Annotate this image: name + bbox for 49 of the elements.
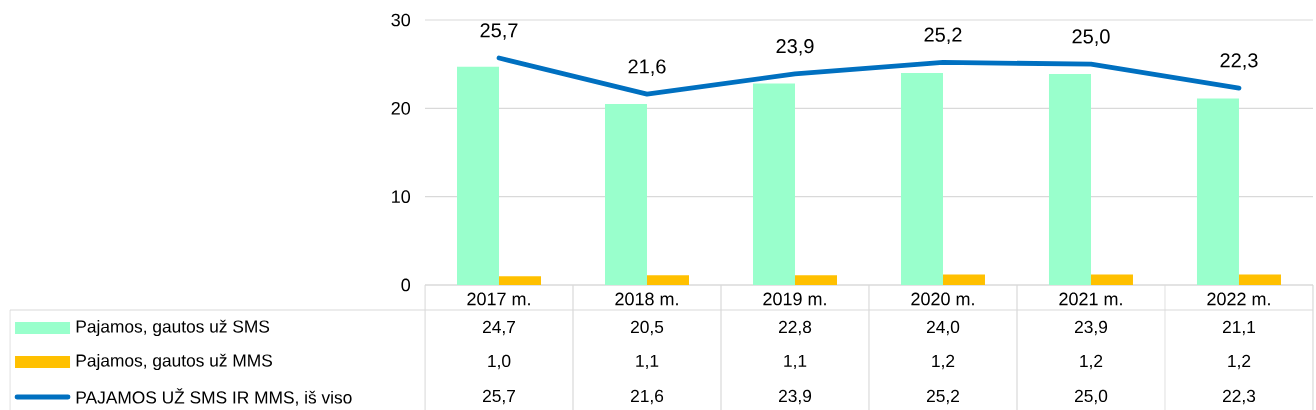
legend-label: Pajamos, gautos už SMS [76, 319, 270, 337]
bar [1238, 274, 1281, 285]
x-tick-label: 2017 m. [467, 292, 530, 306]
bar [900, 72, 943, 285]
text: 25,0 [1072, 29, 1110, 46]
data-label: 1,0 [488, 354, 511, 370]
data-label: 23,9 [1075, 320, 1108, 336]
y-tick-label: 0 [401, 278, 411, 292]
data-label: 1,1 [784, 354, 807, 370]
data-label: 22,8 [779, 320, 812, 336]
data-label: 25,7 [483, 389, 515, 405]
data-label: 1,1 [636, 354, 659, 370]
y-tick-label: 10 [392, 190, 411, 204]
bar [1090, 274, 1133, 285]
x-tick-label: 2021 m. [1059, 292, 1122, 306]
data-label: 25,0 [1075, 389, 1108, 405]
y-tick-label: 20 [391, 101, 411, 115]
data-label: 21,1 [1223, 320, 1256, 336]
data-label: 20,5 [631, 320, 664, 336]
data-label: 1,2 [932, 354, 955, 370]
text: 25,7 [480, 23, 518, 40]
text: 25,2 [924, 27, 962, 45]
x-tick-label: 2022 m. [1207, 292, 1270, 306]
data-label: 23,9 [779, 389, 812, 405]
data-label: 24,7 [483, 320, 515, 336]
data-label: 1,2 [1080, 354, 1103, 370]
bar [647, 275, 689, 285]
x-tick-label: 2020 m. [911, 292, 974, 306]
bar [942, 274, 985, 285]
bar [457, 66, 500, 285]
data-label: 25,2 [927, 389, 959, 405]
bar [605, 103, 647, 285]
bar [753, 83, 795, 285]
text: 21,6 [628, 59, 666, 76]
data-label: 21,6 [631, 389, 664, 405]
data-label: 1,2 [1228, 354, 1251, 370]
legend-label: PAJAMOS UŽ SMS IR MMS, iš viso [76, 388, 352, 406]
bar [1196, 98, 1239, 285]
x-tick-label: 2019 m. [763, 292, 826, 306]
bar [1048, 73, 1091, 285]
bar [795, 275, 837, 285]
text: 22,3 [1220, 53, 1258, 70]
legend-label: Pajamos, gautos už MMS [76, 353, 272, 371]
data-label: 22,3 [1223, 389, 1256, 405]
x-tick-label: 2018 m. [615, 292, 678, 306]
y-tick-label: 30 [391, 13, 411, 27]
data-label: 24,0 [927, 320, 960, 336]
bar [499, 276, 542, 285]
text: 23,9 [776, 39, 814, 56]
